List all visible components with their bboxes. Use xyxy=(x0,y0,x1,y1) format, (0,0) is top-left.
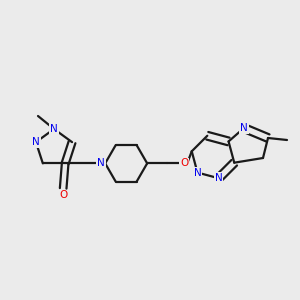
Text: N: N xyxy=(97,158,105,168)
Text: N: N xyxy=(240,123,248,133)
Text: N: N xyxy=(194,168,201,178)
Text: N: N xyxy=(215,173,223,183)
Text: O: O xyxy=(180,158,188,168)
Text: O: O xyxy=(59,190,67,200)
Text: N: N xyxy=(32,137,40,147)
Text: N: N xyxy=(50,124,58,134)
